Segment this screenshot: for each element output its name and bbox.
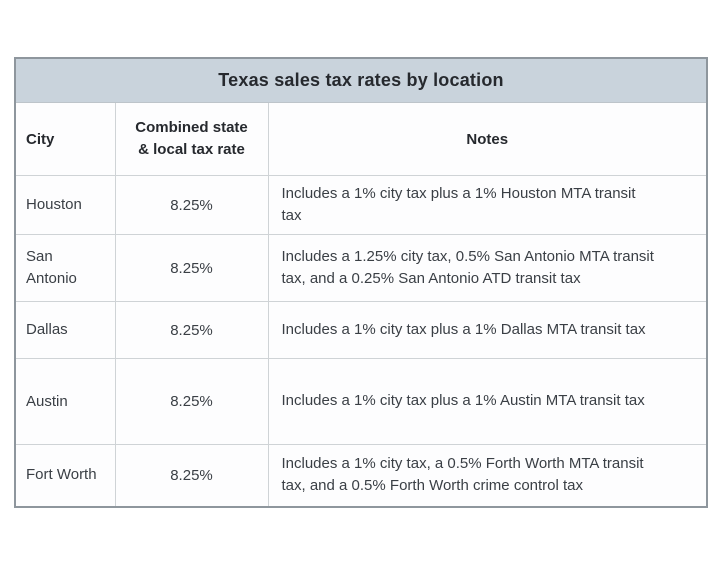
city-cell: Houston bbox=[14, 175, 116, 235]
rate-cell: 8.25% bbox=[114, 444, 269, 507]
notes-cell: Includes a 1.25% city tax, 0.5% San Anto… bbox=[267, 234, 708, 302]
table-title-row: Texas sales tax rates by location bbox=[14, 57, 708, 103]
city-cell: Fort Worth bbox=[14, 444, 116, 507]
table-header-row: City Combined state & local tax rate Not… bbox=[14, 102, 708, 176]
rate-cell: 8.25% bbox=[114, 301, 269, 359]
notes-cell: Includes a 1% city tax plus a 1% Austin … bbox=[267, 358, 708, 445]
city-cell: Austin bbox=[14, 358, 116, 445]
table-row-fort-worth: Fort Worth 8.25% Includes a 1% city tax,… bbox=[14, 444, 708, 507]
city-cell: San Antonio bbox=[14, 234, 116, 302]
notes-cell: Includes a 1% city tax, a 0.5% Forth Wor… bbox=[267, 444, 708, 507]
notes-text: Includes a 1.25% city tax, 0.5% San Anto… bbox=[281, 247, 654, 288]
rate-cell: 8.25% bbox=[114, 358, 269, 445]
rate-cell: 8.25% bbox=[114, 175, 269, 235]
notes-text: Includes a 1% city tax plus a 1% Dallas … bbox=[281, 320, 646, 338]
tax-rates-table: Texas sales tax rates by location City C… bbox=[14, 57, 709, 508]
notes-cell: Includes a 1% city tax plus a 1% Houston… bbox=[267, 175, 708, 235]
column-header-notes: Notes bbox=[267, 102, 708, 176]
notes-cell: Includes a 1% city tax plus a 1% Dallas … bbox=[267, 301, 708, 359]
notes-text: Includes a 1% city tax plus a 1% Austin … bbox=[281, 392, 645, 410]
notes-text: Includes a 1% city tax, a 0.5% Forth Wor… bbox=[281, 454, 644, 495]
table-row-austin: Austin 8.25% Includes a 1% city tax plus… bbox=[14, 358, 708, 445]
table-title: Texas sales tax rates by location bbox=[14, 57, 708, 103]
column-header-tax-rate: Combined state & local tax rate bbox=[114, 102, 269, 176]
rate-cell: 8.25% bbox=[114, 234, 269, 302]
city-cell: Dallas bbox=[14, 301, 116, 359]
notes-text: Includes a 1% city tax plus a 1% Houston… bbox=[281, 184, 636, 225]
column-header-city: City bbox=[14, 102, 116, 176]
table-row-dallas: Dallas 8.25% Includes a 1% city tax plus… bbox=[14, 301, 708, 359]
table-row-san-antonio: San Antonio 8.25% Includes a 1.25% city … bbox=[14, 234, 708, 302]
table-row-houston: Houston 8.25% Includes a 1% city tax plu… bbox=[14, 175, 708, 235]
